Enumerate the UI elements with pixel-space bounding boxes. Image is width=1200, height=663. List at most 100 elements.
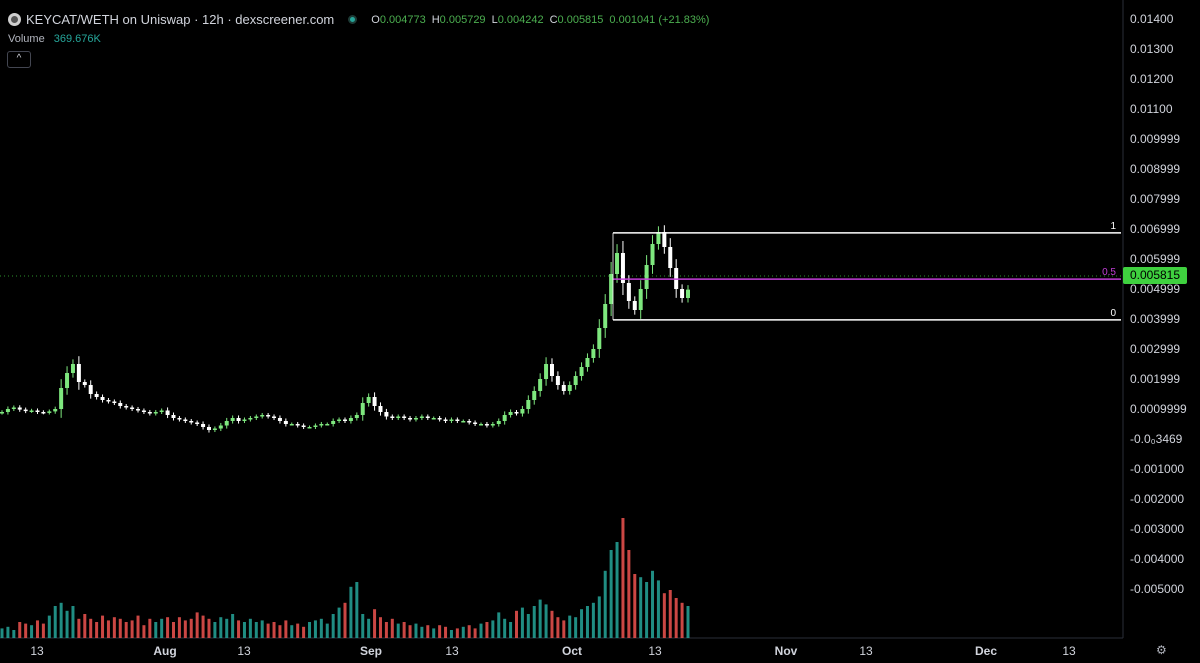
close-key: C <box>549 13 558 26</box>
candle-body <box>295 424 300 426</box>
volume-bar <box>154 622 158 638</box>
candle-body <box>94 394 99 397</box>
candle-body <box>201 424 206 427</box>
candle-body <box>277 418 282 421</box>
candle-body <box>668 247 673 268</box>
volume-bar <box>207 618 211 638</box>
volume-bar <box>597 596 601 638</box>
volume-bar <box>556 617 560 638</box>
volume-bar <box>420 626 424 638</box>
volume-bar <box>633 574 637 638</box>
candle-body <box>425 416 430 418</box>
volume-bar <box>526 614 530 638</box>
volume-bar <box>467 625 471 638</box>
candle-body <box>195 422 200 424</box>
x-tick-label: 13 <box>1062 644 1076 658</box>
volume-bar <box>254 622 258 638</box>
candle-body <box>372 397 377 406</box>
volume-bar <box>568 615 572 638</box>
candle-body <box>408 418 413 420</box>
volume-bar <box>651 570 655 638</box>
candle-body <box>354 415 359 418</box>
candle-body <box>567 385 572 391</box>
settings-gear-icon[interactable]: ⚙ <box>1156 643 1167 657</box>
candle-body <box>615 253 620 274</box>
volume-legend: Volume 369.676K <box>8 33 101 45</box>
candle-body <box>626 283 631 301</box>
fib-level-label: 1 <box>1110 221 1116 232</box>
y-tick-label: -0.002000 <box>1130 492 1184 506</box>
candle-body <box>242 419 247 421</box>
volume-bar <box>325 623 329 638</box>
candle-body <box>561 385 566 391</box>
volume-bar <box>497 612 501 638</box>
volume-bar <box>6 626 10 638</box>
volume-bar <box>656 580 660 638</box>
y-tick-label: 0.0009999 <box>1130 402 1187 416</box>
volume-bar <box>30 625 34 638</box>
candle-body <box>591 349 596 358</box>
volume-bar <box>509 622 513 638</box>
candle-body <box>348 418 353 421</box>
volume-bar <box>118 618 122 638</box>
volume-bar <box>136 615 140 638</box>
volume-bar <box>41 623 45 638</box>
candle-body <box>147 412 152 414</box>
y-tick-label: -0.005000 <box>1130 582 1184 596</box>
collapse-legend-button[interactable]: ^ <box>7 51 31 68</box>
candle-body <box>680 289 685 298</box>
volume-bar <box>367 618 371 638</box>
volume-bar <box>284 620 288 638</box>
candle-body <box>632 301 637 310</box>
candle-body <box>53 409 58 412</box>
candle-body <box>313 425 318 427</box>
volume-bar <box>668 590 672 638</box>
volume-bar <box>124 622 128 638</box>
candle-body <box>603 304 608 328</box>
volume-bar <box>432 628 436 638</box>
candle-body <box>431 418 436 420</box>
volume-bar <box>319 618 323 638</box>
volume-bar <box>544 604 548 638</box>
volume-bar <box>408 625 412 638</box>
candle-body <box>467 421 472 423</box>
candle-body <box>638 289 643 310</box>
candle-body <box>283 421 288 424</box>
volume-bar <box>426 625 430 638</box>
volume-bar <box>201 615 205 638</box>
candle-body <box>656 232 661 244</box>
candle-body <box>124 406 129 408</box>
pair-title: KEYCAT/WETH on Uniswap · 12h · dexscreen… <box>26 12 335 27</box>
x-tick-label: Oct <box>562 644 582 658</box>
volume-bar <box>355 582 359 638</box>
volume-bar <box>378 617 382 638</box>
candle-body <box>136 409 141 411</box>
volume-bar <box>414 623 418 638</box>
volume-bar <box>473 628 477 638</box>
volume-bar <box>479 623 483 638</box>
volume-bar <box>662 593 666 638</box>
volume-bar <box>266 623 270 638</box>
volume-bar <box>491 620 495 638</box>
candle-body <box>189 421 194 423</box>
volume-bar <box>189 618 193 638</box>
candle-body <box>301 425 306 427</box>
candle-body <box>260 415 265 417</box>
x-tick-label: Aug <box>153 644 176 658</box>
token-logo-icon <box>8 13 21 26</box>
candle-body <box>585 358 590 367</box>
candle-body <box>686 289 690 298</box>
volume-bar <box>225 618 229 638</box>
volume-bar <box>639 577 643 638</box>
candle-body <box>455 419 460 421</box>
candle-body <box>544 364 549 379</box>
y-tick-label: -0.001000 <box>1130 462 1184 476</box>
candle-body <box>171 415 176 418</box>
candle-body <box>266 415 271 417</box>
candle-body <box>508 412 513 415</box>
volume-bar <box>219 617 223 638</box>
volume-bar <box>396 623 400 638</box>
low-key: L <box>491 13 498 26</box>
candle-body <box>112 401 117 403</box>
